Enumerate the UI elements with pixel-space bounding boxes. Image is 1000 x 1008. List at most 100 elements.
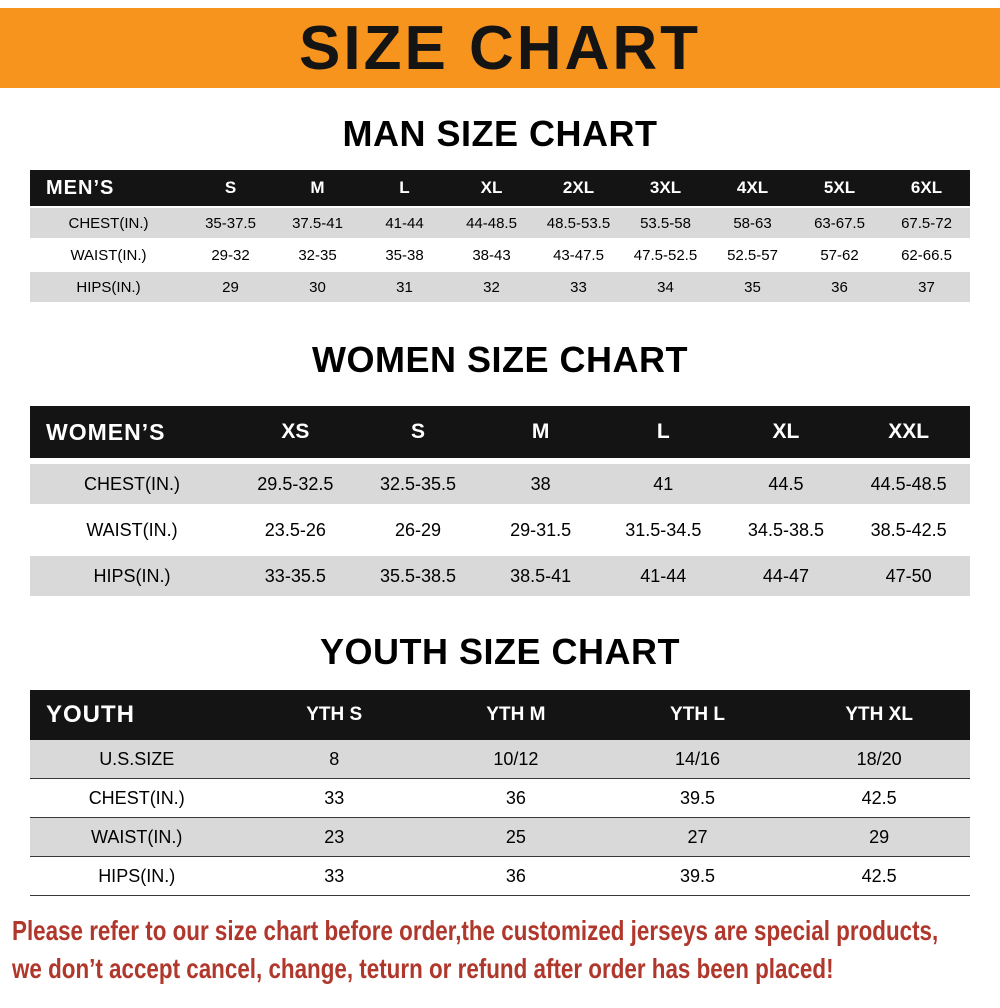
measurement-row: HIPS(IN.) 33-35.5 35.5-38.5 38.5-41 41-44 44-… [30,556,970,596]
measurement-row: HIPS(IN.) 29 30 31 32 33 34 35 36 37 [30,272,970,302]
measurement-value-cell: 41 [601,464,725,504]
measurement-value-cell: 37.5-41 [274,208,361,238]
measurement-value-cell: 35.5-38.5 [356,556,480,596]
measurement-value-cell: 57-62 [796,240,883,270]
measurement-row: U.S.SIZE 8 10/12 14/16 18/20 [30,740,970,779]
measurement-label-cell: CHEST(IN.) [30,208,187,238]
size-column-header: 2XL [535,170,622,206]
size-column-header: 6XL [883,170,970,206]
size-column-header: XS [234,406,357,458]
measurement-value-cell: 27 [606,817,789,857]
measurement-value-cell: 29 [187,272,274,302]
measurement-value-cell: 39.5 [606,778,789,818]
size-column-header: L [361,170,448,206]
footer-line-2: we don’t accept cancel, change, teturn o… [12,953,834,984]
measurement-label-cell: CHEST(IN.) [30,464,234,504]
measurement-label-cell: WAIST(IN.) [30,817,244,857]
measurement-value-cell: 35 [709,272,796,302]
measurement-value-cell: 29 [788,817,970,857]
measurement-value-cell: 38.5-42.5 [847,510,970,550]
measurement-value-cell: 44.5 [724,464,848,504]
measurement-value-cell: 33 [535,272,622,302]
measurement-value-cell: 23 [243,817,426,857]
measurement-value-cell: 33-35.5 [234,556,357,596]
measurement-row: CHEST(IN.) 33 36 39.5 42.5 [30,778,970,818]
man-size-chart-section: MAN SIZE CHART MEN’S S M L XL 2XL 3XL 4XL 5XL 6XL… [0,114,1000,304]
man-size-table: MEN’S S M L XL 2XL 3XL 4XL 5XL 6XL CHEST(IN.) 35-37… [30,168,970,304]
measurement-value-cell: 47.5-52.5 [622,240,709,270]
measurement-value-cell: 44.5-48.5 [847,464,970,504]
table-header-row: MEN’S S M L XL 2XL 3XL 4XL 5XL 6XL [30,170,970,206]
table-header-row: YOUTH YTH S YTH M YTH L YTH XL [30,690,970,740]
women-section-heading: WOMEN SIZE CHART [312,339,688,380]
measurement-value-cell: 30 [274,272,361,302]
measurement-value-cell: 44-48.5 [448,208,535,238]
measurement-value-cell: 39.5 [606,856,789,896]
measurement-value-cell: 36 [425,778,607,818]
measurement-row: HIPS(IN.) 33 36 39.5 42.5 [30,856,970,896]
size-column-header: L [601,406,725,458]
measurement-value-cell: 34 [622,272,709,302]
measurement-value-cell: 29-32 [187,240,274,270]
banner-title: SIZE CHART [299,13,701,83]
youth-section-heading: YOUTH SIZE CHART [319,631,680,672]
measurement-value-cell: 35-38 [361,240,448,270]
measurement-value-cell: 42.5 [788,856,970,896]
measurement-value-cell: 18/20 [788,740,970,779]
measurement-label-cell: U.S.SIZE [30,740,244,779]
measurement-value-cell: 53.5-58 [622,208,709,238]
measurement-value-cell: 38.5-41 [479,556,602,596]
measurement-value-cell: 29-31.5 [479,510,602,550]
table-title-cell: MEN’S [30,170,187,206]
measurement-value-cell: 25 [425,817,607,857]
measurement-value-cell: 31 [361,272,448,302]
measurement-label-cell: HIPS(IN.) [30,272,187,302]
measurement-value-cell: 42.5 [788,778,970,818]
size-column-header: YTH M [425,690,607,740]
women-size-table: WOMEN’S XS S M L XL XXL CHEST(IN.) 29.5-32.5 32.5… [30,400,970,602]
measurement-value-cell: 33 [243,856,426,896]
measurement-value-cell: 48.5-53.5 [535,208,622,238]
measurement-value-cell: 41-44 [361,208,448,238]
measurement-value-cell: 31.5-34.5 [601,510,725,550]
size-chart-banner: SIZE CHART [0,8,1000,88]
measurement-label-cell: WAIST(IN.) [30,510,234,550]
measurement-value-cell: 32 [448,272,535,302]
man-section-heading: MAN SIZE CHART [342,113,658,154]
measurement-value-cell: 36 [796,272,883,302]
size-column-header: M [479,406,602,458]
measurement-value-cell: 63-67.5 [796,208,883,238]
measurement-row: CHEST(IN.) 29.5-32.5 32.5-35.5 38 41 44.5 44.5… [30,464,970,504]
size-column-header: XL [448,170,535,206]
youth-size-chart-section: YOUTH SIZE CHART YOUTH YTH S YTH M YTH L YTH… [0,632,1000,896]
measurement-row: WAIST(IN.) 23.5-26 26-29 29-31.5 31.5-34.5 34… [30,510,970,550]
measurement-value-cell: 44-47 [724,556,848,596]
measurement-value-cell: 26-29 [356,510,480,550]
measurement-value-cell: 14/16 [606,740,789,779]
measurement-label-cell: CHEST(IN.) [30,778,244,818]
measurement-value-cell: 32-35 [274,240,361,270]
measurement-label-cell: HIPS(IN.) [30,856,244,896]
women-size-chart-section: WOMEN SIZE CHART WOMEN’S XS S M L XL XXL CHEST(… [0,340,1000,602]
youth-size-table: YOUTH YTH S YTH M YTH L YTH XL U.S.SIZE 8 10/12… [30,690,970,896]
measurement-value-cell: 32.5-35.5 [356,464,480,504]
measurement-label-cell: HIPS(IN.) [30,556,234,596]
size-column-header: XL [724,406,848,458]
measurement-value-cell: 10/12 [425,740,607,779]
measurement-value-cell: 33 [243,778,426,818]
size-column-header: 5XL [796,170,883,206]
table-title-cell: WOMEN’S [30,406,234,458]
size-column-header: XXL [847,406,970,458]
size-column-header: YTH S [243,690,426,740]
measurement-value-cell: 41-44 [601,556,725,596]
measurement-value-cell: 38 [479,464,602,504]
measurement-value-cell: 23.5-26 [234,510,357,550]
measurement-label-cell: WAIST(IN.) [30,240,187,270]
measurement-row: WAIST(IN.) 29-32 32-35 35-38 38-43 43-47.5 47.… [30,240,970,270]
size-column-header: S [356,406,480,458]
table-header-row: WOMEN’S XS S M L XL XXL [30,406,970,458]
measurement-value-cell: 58-63 [709,208,796,238]
size-column-header: S [187,170,274,206]
measurement-value-cell: 52.5-57 [709,240,796,270]
measurement-value-cell: 34.5-38.5 [724,510,848,550]
